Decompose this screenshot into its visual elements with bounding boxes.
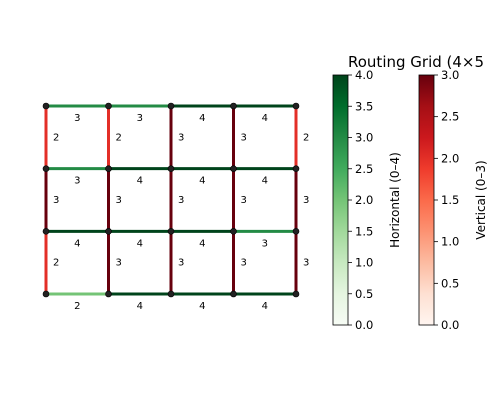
h-edge-label: 4: [137, 301, 143, 312]
grid-node: [42, 102, 50, 110]
h-edge-label: 4: [137, 176, 143, 187]
colorbar-horizontal-tick: 0.5: [355, 287, 373, 301]
v-edge-label: 3: [116, 195, 122, 206]
colorbar-horizontal-tick: 2.0: [355, 193, 373, 207]
colorbar-vertical-tick: 1.5: [441, 193, 459, 207]
colorbar-vertical-tick: 2.0: [441, 151, 459, 165]
v-edge-label: 2: [116, 132, 122, 143]
grid-node: [292, 102, 300, 110]
v-edge-label: 3: [53, 195, 59, 206]
h-edge-label: 4: [137, 238, 143, 249]
h-edge-label: 3: [137, 113, 143, 124]
grid-node: [292, 165, 300, 172]
grid-node: [105, 290, 112, 298]
h-edge-label: 4: [262, 176, 268, 187]
colorbar-horizontal-bar: [332, 74, 349, 326]
grid-node: [167, 102, 175, 110]
grid-node: [292, 290, 300, 298]
vertical-edges: [44, 106, 298, 294]
grid-node: [42, 290, 50, 298]
grid-node: [292, 228, 300, 235]
h-edge-label: 3: [262, 238, 268, 249]
colorbar-vertical-tick: 1.0: [441, 235, 459, 249]
colorbar-vertical: 0.0 0.5 1.0 1.5 2.0 2.5 3.0 Vertical (0–3): [418, 68, 488, 332]
colorbar-horizontal-tick: 2.5: [355, 162, 373, 176]
h-edge-label: 3: [74, 176, 80, 187]
edge-capacity-labels: 3 3 4 4 3 4 4 4 4 4 4 3 2 4 4 4 2 2 3 3 2 3 3 3 3 3 2 3 3 3 3: [53, 113, 309, 312]
colorbar-horizontal-tick: 3.0: [355, 131, 373, 145]
grid-node: [230, 165, 237, 172]
grid-node: [105, 102, 112, 110]
v-edge-label: 3: [178, 258, 184, 269]
grid-node: [42, 228, 50, 235]
h-edge-label: 4: [199, 113, 205, 124]
chart-title: Routing Grid (4×5: [348, 53, 484, 71]
h-edge-label: 2: [74, 301, 80, 312]
colorbar-horizontal-tick: 0.0: [355, 318, 373, 332]
h-edge-label: 4: [199, 301, 205, 312]
grid-nodes: [42, 102, 300, 298]
h-edge-label: 4: [262, 301, 268, 312]
v-edge-label: 3: [241, 195, 247, 206]
h-edge-label: 3: [74, 113, 80, 124]
grid-node: [105, 165, 112, 172]
colorbar-horizontal-tick: 3.5: [355, 99, 373, 113]
v-edge-label: 3: [178, 195, 184, 206]
v-edge-label: 3: [303, 195, 309, 206]
grid-node: [105, 228, 112, 235]
v-edge-label: 3: [241, 132, 247, 143]
v-edge-label: 3: [241, 258, 247, 269]
colorbar-horizontal-tick: 4.0: [355, 68, 373, 82]
colorbar-vertical-tick: 0.5: [441, 276, 459, 290]
grid-node: [230, 228, 237, 235]
v-edge-label: 3: [303, 258, 309, 269]
h-edge-label: 4: [74, 238, 80, 249]
colorbar-vertical-tick: 2.5: [441, 110, 459, 124]
colorbar-horizontal: 0.0 0.5 1.0 1.5 2.0 2.5 3.0 3.5 4.0 Horizontal (0…: [332, 68, 402, 332]
grid-node: [167, 290, 175, 298]
colorbar-horizontal-tick: 1.5: [355, 224, 373, 238]
colorbar-vertical-label: Vertical (0–3): [474, 160, 488, 239]
v-edge-label: 2: [53, 132, 59, 143]
colorbar-horizontal-label: Horizontal (0–4): [388, 152, 402, 248]
grid-node: [230, 290, 237, 298]
h-edge-label: 4: [262, 113, 268, 124]
colorbars: 0.0 0.5 1.0 1.5 2.0 2.5 3.0 3.5 4.0 Horizontal (0…: [332, 68, 488, 332]
h-edge-label: 4: [199, 238, 205, 249]
grid-node: [42, 165, 50, 172]
h-edge-label: 4: [199, 176, 205, 187]
colorbar-horizontal-tick: 1.0: [355, 256, 373, 270]
grid-node: [167, 165, 175, 172]
grid-node: [230, 102, 237, 110]
v-edge-label: 3: [116, 258, 122, 269]
colorbar-vertical-tick: 0.0: [441, 318, 459, 332]
v-edge-label: 2: [53, 258, 59, 269]
grid-node: [167, 228, 175, 235]
colorbar-vertical-bar: [418, 74, 435, 326]
v-edge-label: 3: [178, 132, 184, 143]
colorbar-vertical-tick: 3.0: [441, 68, 459, 82]
horizontal-edges: [46, 104, 296, 296]
v-edge-label: 2: [303, 132, 309, 143]
